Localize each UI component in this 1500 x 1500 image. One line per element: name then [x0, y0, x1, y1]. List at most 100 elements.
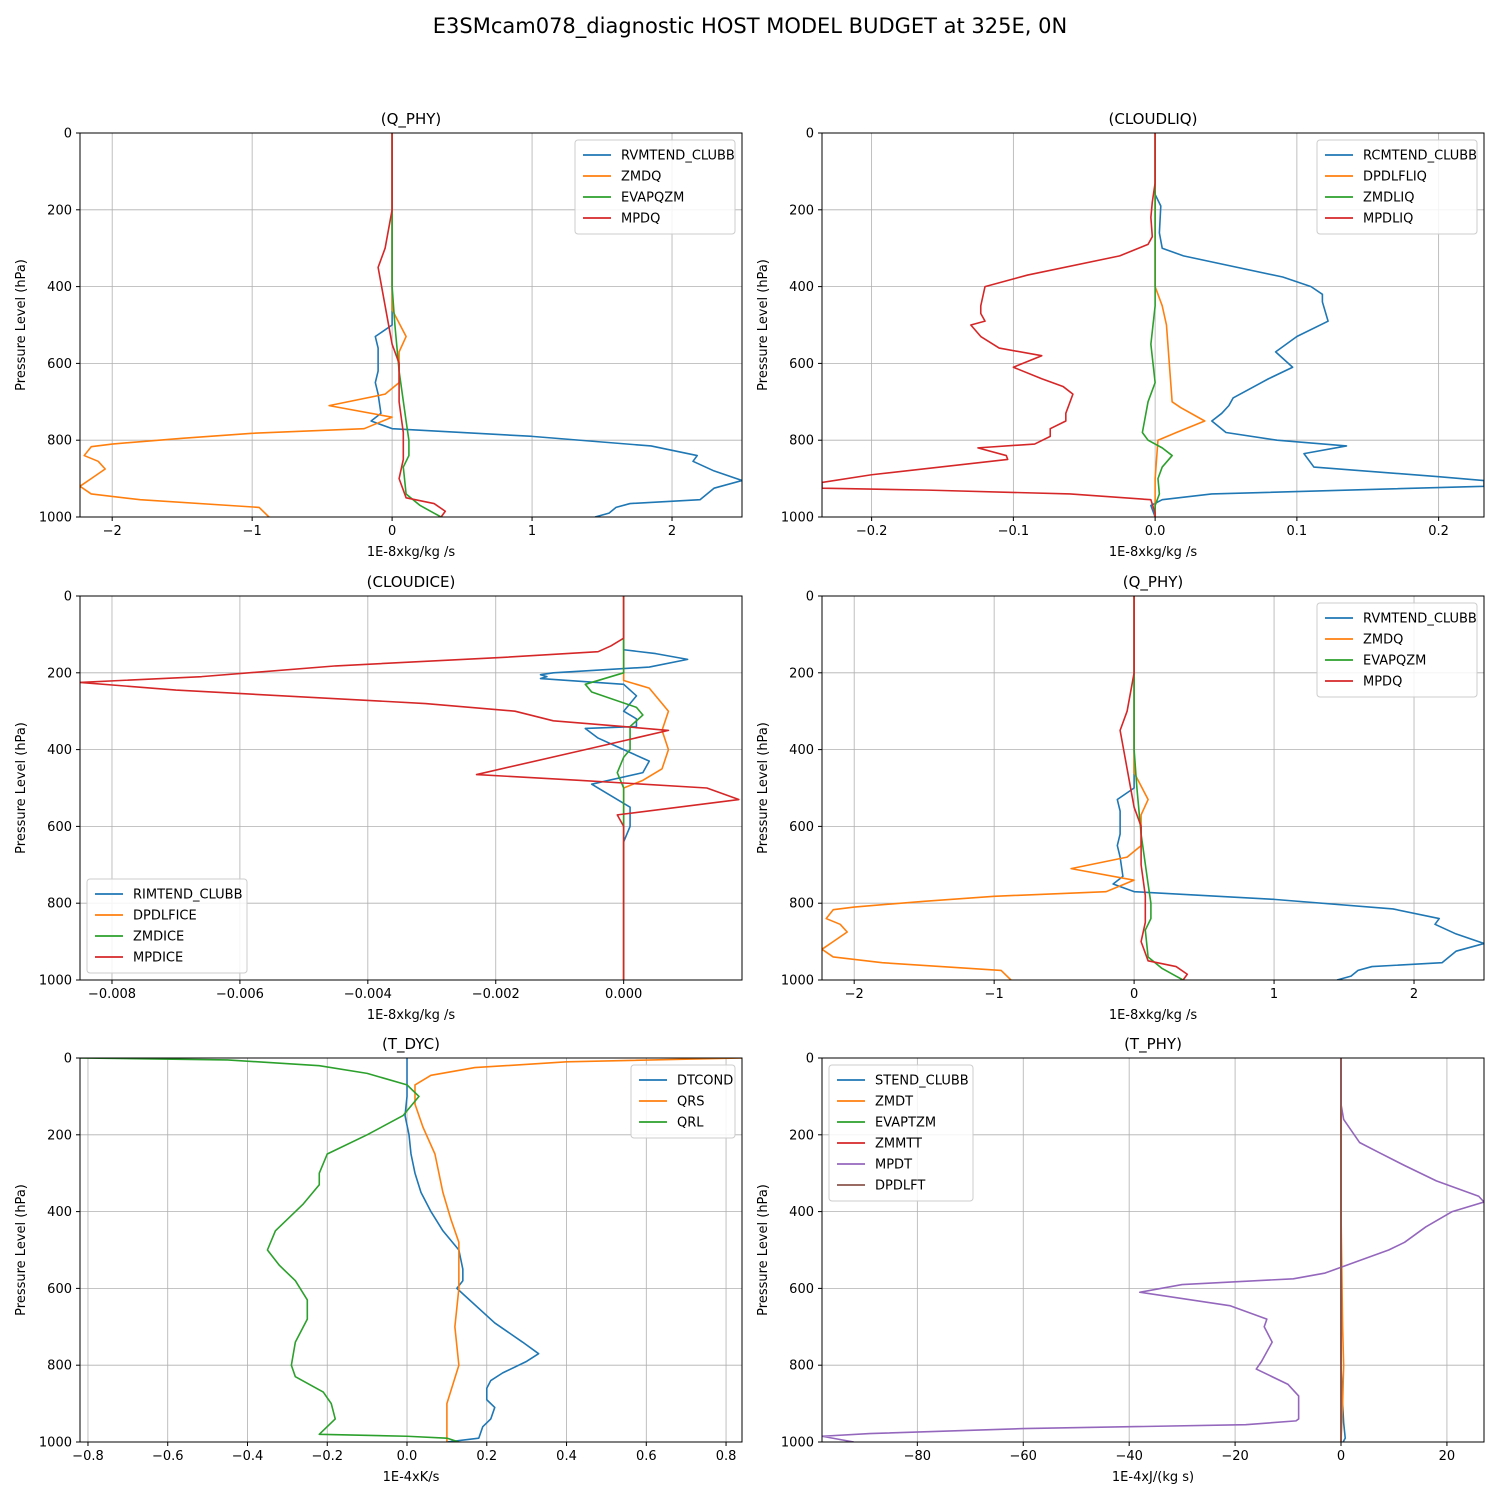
y-axis-label: Pressure Level (hPa) [14, 1184, 29, 1316]
legend: RIMTEND_CLUBB DPDLFICE ZMDICE MPDICE [86, 878, 248, 974]
x-tick-label: −20 [1221, 1449, 1248, 1464]
y-tick-label: 800 [47, 434, 72, 449]
legend-label: EVAPQZM [621, 191, 684, 206]
axes-frame [821, 132, 1485, 518]
x-tick-label: 0.0 [397, 1449, 418, 1464]
chart-title: (Q_PHY) [381, 110, 442, 129]
legend-label: RVMTEND_CLUBB [1363, 612, 1477, 627]
y-tick-label: 1000 [39, 511, 72, 526]
x-tick-label: −0.002 [472, 987, 520, 1002]
y-tick-label: 200 [47, 1128, 72, 1143]
legend: RVMTEND_CLUBB ZMDQ EVAPQZM MPDQ [1316, 602, 1478, 698]
x-tick-label: 0.1 [1287, 524, 1308, 539]
y-tick-label: 1000 [39, 1436, 72, 1451]
y-tick-label: 0 [806, 127, 814, 142]
y-tick-label: 800 [789, 897, 814, 912]
figure-title: E3SMcam078_diagnostic HOST MODEL BUDGET … [432, 14, 1068, 38]
x-tick-label: 20 [1439, 1449, 1456, 1464]
series-line-evapqzm [391, 133, 442, 517]
series-line-mpdq [377, 133, 447, 517]
legend-label: ZMDICE [133, 930, 184, 945]
series-group [822, 133, 1484, 517]
y-tick-label: 1000 [781, 974, 814, 989]
series-line-rimtend_clubb [539, 596, 689, 980]
y-tick-label: 600 [47, 1282, 72, 1297]
y-tick-label: 400 [47, 1205, 72, 1220]
y-tick-label: 1000 [781, 511, 814, 526]
x-tick-label: −0.1 [998, 524, 1030, 539]
y-tick-label: 400 [789, 1205, 814, 1220]
y-tick-label: 0 [64, 590, 72, 605]
series-line-zmdliq [1141, 133, 1173, 517]
legend-box [828, 1064, 974, 1202]
x-tick-label: 1 [1270, 987, 1278, 1002]
x-tick-label: 2 [668, 524, 676, 539]
x-axis-label: 1E-8xkg/kg /s [367, 1008, 456, 1023]
y-tick-label: 1000 [781, 1436, 814, 1451]
series-line-zmdq [80, 133, 407, 517]
legend-label: DPDLFLIQ [1363, 170, 1427, 185]
legend-label: ZMDLIQ [1363, 191, 1414, 206]
x-tick-label: −40 [1115, 1449, 1142, 1464]
legend-label: QRS [677, 1095, 705, 1110]
legend-label: MPDQ [621, 212, 660, 227]
y-axis-label: Pressure Level (hPa) [756, 722, 771, 854]
legend-box [1316, 139, 1478, 235]
y-tick-label: 0 [806, 1052, 814, 1067]
series-line-rvmtend_clubb [1112, 596, 1484, 980]
chart-title: (CLOUDLIQ) [1109, 110, 1198, 128]
axes-frame [79, 1057, 743, 1443]
legend-label: EVAPQZM [1363, 654, 1426, 669]
y-tick-label: 400 [47, 743, 72, 758]
chart-panel-2: −0.2 −0.1 0.0 0.1 0.2 0 200 400 600 800 1000 (CLOUD… [756, 110, 1485, 560]
series-line-dpdlfice [622, 596, 670, 980]
chart-title: (Q_PHY) [1123, 573, 1184, 592]
legend-box [630, 1064, 736, 1139]
legend-label: DTCOND [677, 1074, 733, 1089]
y-tick-label: 800 [789, 1359, 814, 1374]
legend: DTCOND QRS QRL [630, 1064, 736, 1139]
x-tick-label: 0 [388, 524, 396, 539]
x-tick-label: −0.006 [216, 987, 264, 1002]
series-line-dtcond [404, 1058, 540, 1442]
y-axis-label: Pressure Level (hPa) [756, 1184, 771, 1316]
legend-box [86, 878, 248, 974]
x-axis-label: 1E-4xK/s [383, 1470, 440, 1485]
axes-frame [821, 1057, 1485, 1443]
legend-label: RVMTEND_CLUBB [621, 149, 735, 164]
x-tick-label: 0.2 [1428, 524, 1449, 539]
x-tick-label: 0 [1337, 1449, 1345, 1464]
chart-panel-1: −2 −1 0 1 2 0 200 400 600 800 1000 (Q_PHY) 1E-8xkg/k… [14, 110, 743, 560]
x-tick-label: −2 [845, 987, 864, 1002]
legend-label: MPDICE [133, 951, 183, 966]
series-line-qrs [414, 1058, 742, 1442]
legend-label: ZMDQ [621, 170, 661, 185]
y-tick-label: 400 [789, 280, 814, 295]
x-tick-label: −80 [904, 1449, 931, 1464]
x-tick-label: 0 [1130, 987, 1138, 1002]
legend: RVMTEND_CLUBB ZMDQ EVAPQZM MPDQ [574, 139, 736, 235]
y-tick-label: 800 [47, 1359, 72, 1374]
y-tick-label: 200 [47, 666, 72, 681]
series-line-evapqzm [1133, 596, 1184, 980]
chart-panel-4: −2 −1 0 1 2 0 200 400 600 800 1000 (Q_PHY) 1E-8xkg/k… [756, 573, 1485, 1023]
series-line-mpdice [80, 596, 740, 980]
x-tick-label: 1 [528, 524, 536, 539]
y-tick-label: 400 [789, 743, 814, 758]
y-tick-label: 200 [47, 203, 72, 218]
series-group [822, 596, 1484, 980]
series-line-mpdq [1119, 596, 1189, 980]
y-tick-label: 800 [789, 434, 814, 449]
x-tick-label: 0.6 [636, 1449, 657, 1464]
y-tick-label: 600 [789, 357, 814, 372]
x-tick-label: −0.8 [72, 1449, 104, 1464]
legend-label: ZMMTT [875, 1137, 922, 1152]
y-axis-label: Pressure Level (hPa) [14, 259, 29, 391]
series-line-dpdlfliq [1154, 133, 1206, 517]
legend-label: STEND_CLUBB [875, 1074, 969, 1089]
series-group [822, 1058, 1484, 1442]
x-tick-label: −1 [985, 987, 1004, 1002]
legend-box [1316, 602, 1478, 698]
legend-box [574, 139, 736, 235]
x-axis-label: 1E-8xkg/kg /s [1109, 545, 1198, 560]
